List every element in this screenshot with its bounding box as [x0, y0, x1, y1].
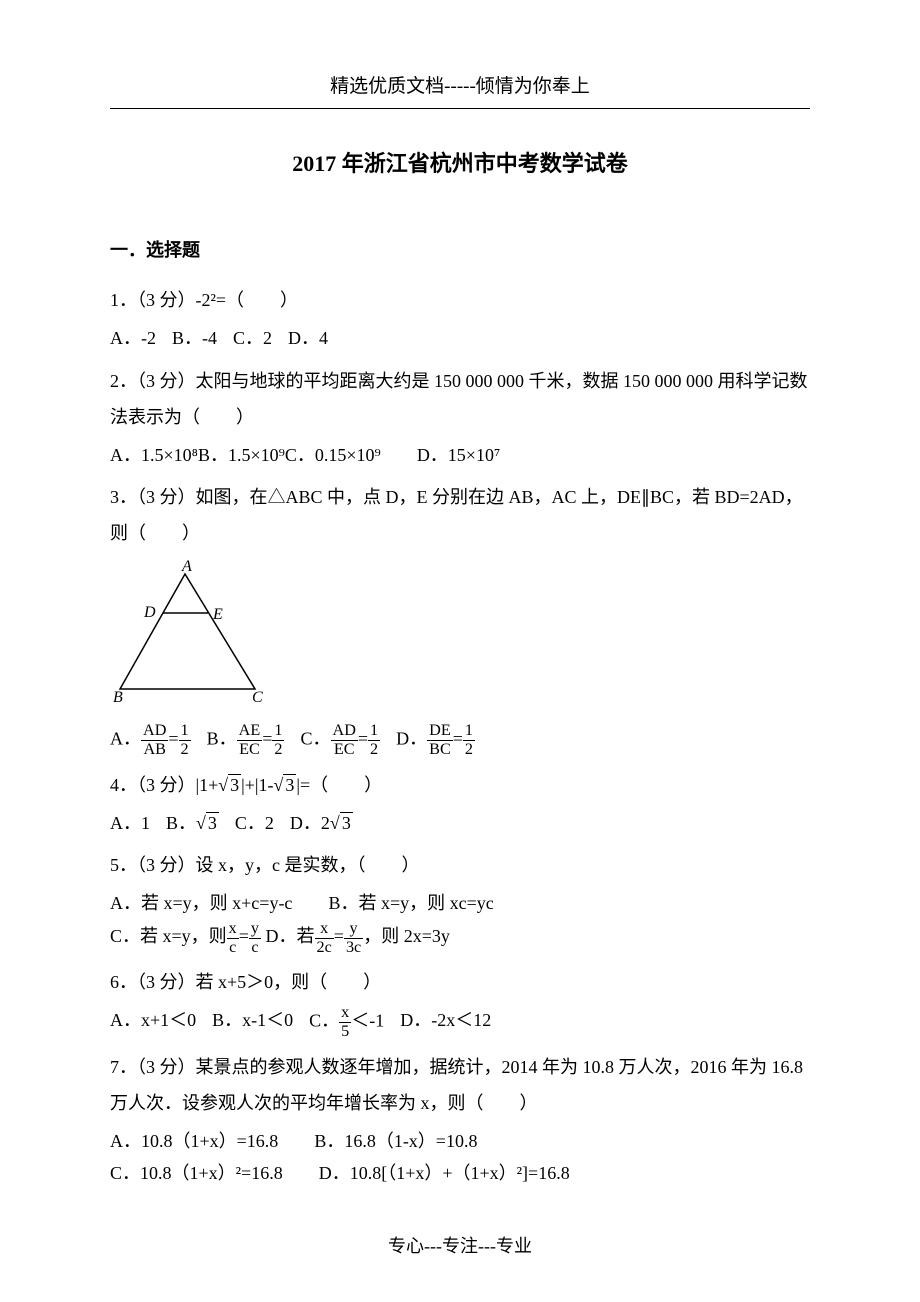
q6-opt-a: A．x+1＜0: [110, 1004, 196, 1041]
section-heading: 一．选择题: [110, 234, 810, 266]
q5-opt-d: D．若x2c=y3c，则 2x=3y: [266, 926, 450, 946]
page-title: 2017 年浙江省杭州市中考数学试卷: [110, 144, 810, 184]
q1-opt-d: D．4: [288, 322, 328, 354]
question-3: 3．（3 分）如图，在△ABC 中，点 D，E 分别在边 AB，AC 上，DE∥…: [110, 479, 810, 759]
q7-opt-d: D．10.8[（1+x）+（1+x）²]=16.8: [319, 1163, 570, 1183]
footer-text: 专心---专注---专业: [110, 1230, 810, 1262]
question-5: 5．（3 分）设 x，y，c 是实数，（ ） A．若 x=y，则 x+c=y-c…: [110, 847, 810, 956]
q6-text: 6．（3 分）若 x+5＞0，则（ ）: [110, 964, 810, 1000]
q1-opt-c: C．2: [233, 322, 272, 354]
question-4: 4．（3 分）|1+√3|+|1-√3|=（ ） A．1 B．√3 C．2 D．…: [110, 767, 810, 839]
header-text: 精选优质文档-----倾情为你奉上: [110, 70, 810, 109]
q5-opt-a: A．若 x=y，则 x+c=y-c: [110, 893, 292, 913]
q3-text: 3．（3 分）如图，在△ABC 中，点 D，E 分别在边 AB，AC 上，DE∥…: [110, 479, 810, 551]
q2-opt-d: D．15×10⁷: [417, 445, 500, 465]
q6-opt-c: C．x5＜-1: [309, 1004, 384, 1041]
label-b: B: [113, 689, 123, 704]
q3-options: A．ADAB=12 B．AEEC=12 C．ADEC=12 D．DEBC=12: [110, 722, 810, 759]
label-a: A: [181, 559, 192, 575]
q4-text: 4．（3 分）|1+√3|+|1-√3|=（ ）: [110, 767, 810, 803]
q1-text: 1．（3 分）-2²=（ ）: [110, 282, 810, 318]
q1-opt-b: B．-4: [172, 322, 217, 354]
label-e: E: [212, 606, 223, 623]
q3-opt-b: B．AEEC=12: [207, 722, 285, 759]
q1-opt-a: A．-2: [110, 322, 156, 354]
question-7: 7．（3 分）某景点的参观人数逐年增加，据统计，2014 年为 10.8 万人次…: [110, 1049, 810, 1190]
label-d: D: [143, 604, 156, 621]
q2-options: A．1.5×10⁸B．1.5×10⁹C．0.15×10⁹ D．15×10⁷: [110, 439, 810, 471]
q5-options: A．若 x=y，则 x+c=y-c B．若 x=y，则 xc=yc C．若 x=…: [110, 887, 810, 956]
q2-opt-b: B．1.5×10⁹: [198, 445, 285, 465]
q3-opt-d: D．DEBC=12: [396, 722, 475, 759]
q3-opt-a: A．ADAB=12: [110, 722, 191, 759]
q6-opt-d: D．-2x＜12: [400, 1004, 491, 1041]
q5-text: 5．（3 分）设 x，y，c 是实数，（ ）: [110, 847, 810, 883]
question-1: 1．（3 分）-2²=（ ） A．-2 B．-4 C．2 D．4: [110, 282, 810, 354]
label-c: C: [252, 689, 263, 704]
q4-opt-a: A．1: [110, 807, 150, 839]
triangle-diagram: A D E B C: [110, 559, 270, 704]
q7-opt-b: B．16.8（1-x）=10.8: [314, 1131, 477, 1151]
q3-opt-c: C．ADEC=12: [300, 722, 380, 759]
q7-opt-a: A．10.8（1+x）=16.8: [110, 1131, 278, 1151]
q5-opt-c: C．若 x=y，则xc=yc: [110, 926, 266, 946]
q7-options: A．10.8（1+x）=16.8 B．16.8（1-x）=10.8 C．10.8…: [110, 1125, 810, 1190]
q1-options: A．-2 B．-4 C．2 D．4: [110, 322, 810, 354]
question-6: 6．（3 分）若 x+5＞0，则（ ） A．x+1＜0 B．x-1＜0 C．x5…: [110, 964, 810, 1041]
q2-text: 2．（3 分）太阳与地球的平均距离大约是 150 000 000 千米，数据 1…: [110, 363, 810, 435]
q2-opt-c: C．0.15×10⁹: [285, 445, 381, 465]
q4-opt-d: D．2√3: [290, 807, 353, 839]
q6-options: A．x+1＜0 B．x-1＜0 C．x5＜-1 D．-2x＜12: [110, 1004, 810, 1041]
question-2: 2．（3 分）太阳与地球的平均距离大约是 150 000 000 千米，数据 1…: [110, 363, 810, 471]
q7-opt-c: C．10.8（1+x）²=16.8: [110, 1163, 283, 1183]
q2-opt-a: A．1.5×10⁸: [110, 445, 198, 465]
q4-opt-b: B．√3: [166, 807, 219, 839]
q7-text: 7．（3 分）某景点的参观人数逐年增加，据统计，2014 年为 10.8 万人次…: [110, 1049, 810, 1121]
q4-opt-c: C．2: [235, 807, 274, 839]
q5-opt-b: B．若 x=y，则 xc=yc: [328, 893, 493, 913]
q3-figure: A D E B C: [110, 559, 810, 714]
q4-options: A．1 B．√3 C．2 D．2√3: [110, 807, 810, 839]
q6-opt-b: B．x-1＜0: [212, 1004, 293, 1041]
